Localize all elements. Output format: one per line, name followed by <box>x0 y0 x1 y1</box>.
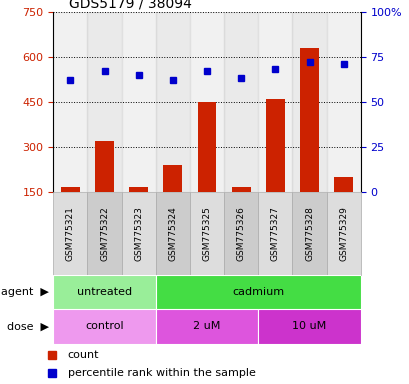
Text: 10 uM: 10 uM <box>292 321 326 331</box>
Text: GSM775322: GSM775322 <box>100 206 109 261</box>
Bar <box>189 12 224 192</box>
Text: GSM775329: GSM775329 <box>338 206 347 261</box>
Text: GSM775326: GSM775326 <box>236 206 245 261</box>
Bar <box>299 48 318 192</box>
Text: percentile rank within the sample: percentile rank within the sample <box>67 368 255 378</box>
Text: control: control <box>85 321 124 331</box>
Bar <box>129 187 148 192</box>
Bar <box>265 99 284 192</box>
Bar <box>292 12 326 192</box>
Text: GSM775325: GSM775325 <box>202 206 211 261</box>
Bar <box>121 12 155 192</box>
Bar <box>53 12 87 192</box>
Bar <box>155 275 360 309</box>
Bar <box>189 192 224 275</box>
Bar <box>61 187 80 192</box>
Bar <box>333 177 352 192</box>
Bar <box>87 12 121 192</box>
Bar <box>224 192 258 275</box>
Bar <box>258 12 292 192</box>
Bar <box>163 165 182 192</box>
Text: GSM775327: GSM775327 <box>270 206 279 261</box>
Text: GSM775321: GSM775321 <box>66 206 75 261</box>
Bar <box>95 141 114 192</box>
Bar <box>224 12 258 192</box>
Text: GSM775324: GSM775324 <box>168 206 177 261</box>
Bar <box>121 192 155 275</box>
Bar <box>326 12 360 192</box>
Text: cadmium: cadmium <box>231 287 284 297</box>
Bar <box>258 309 360 344</box>
Bar <box>53 275 155 309</box>
Bar <box>197 102 216 192</box>
Bar <box>155 192 189 275</box>
Bar <box>53 309 155 344</box>
Text: untreated: untreated <box>77 287 132 297</box>
Bar <box>87 192 121 275</box>
Text: GSM775323: GSM775323 <box>134 206 143 261</box>
Bar <box>326 192 360 275</box>
Bar <box>292 192 326 275</box>
Bar <box>258 192 292 275</box>
Text: 2 uM: 2 uM <box>193 321 220 331</box>
Bar <box>231 187 250 192</box>
Bar <box>155 309 258 344</box>
Text: GDS5179 / 38094: GDS5179 / 38094 <box>69 0 191 10</box>
Text: agent  ▶: agent ▶ <box>1 287 49 297</box>
Text: GSM775328: GSM775328 <box>304 206 313 261</box>
Text: count: count <box>67 350 99 360</box>
Bar <box>53 192 87 275</box>
Text: dose  ▶: dose ▶ <box>7 321 49 331</box>
Bar <box>155 12 189 192</box>
